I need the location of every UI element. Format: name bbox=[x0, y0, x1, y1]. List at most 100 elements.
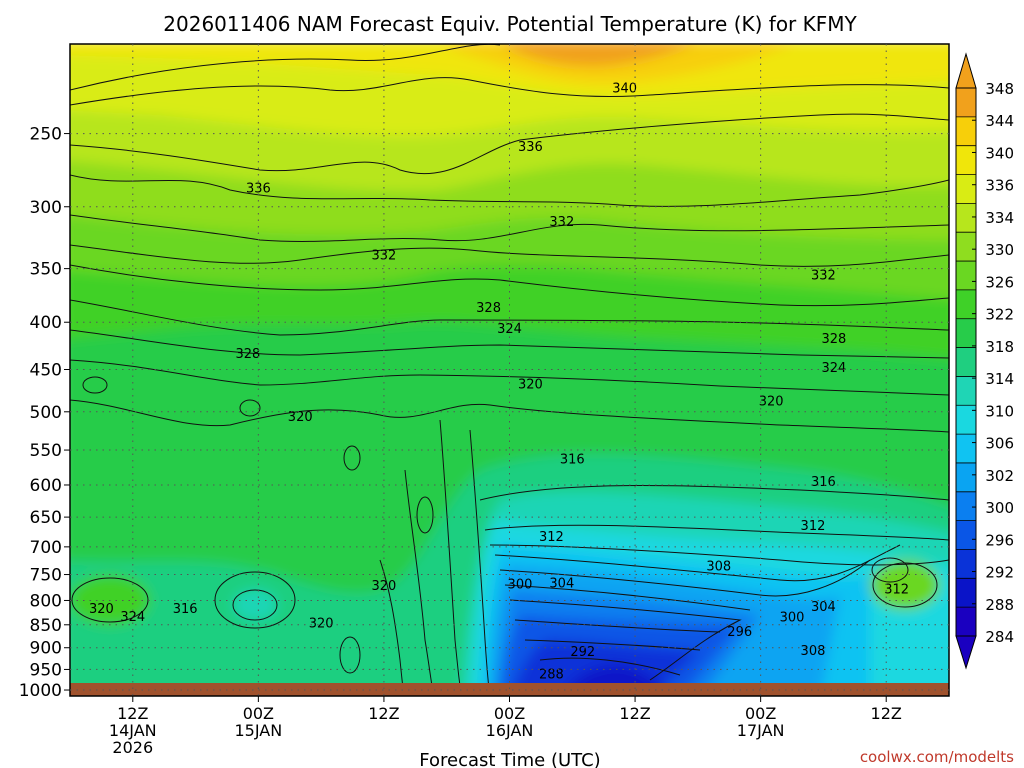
contour-cell bbox=[82, 376, 108, 394]
colorbar-swatch bbox=[956, 145, 976, 176]
y-tick-label: 1000 bbox=[19, 681, 62, 701]
x-tick-label: 2026 bbox=[112, 738, 153, 757]
shaded-field bbox=[70, 44, 949, 696]
contour-line bbox=[70, 399, 949, 433]
colorbar-swatch bbox=[956, 549, 976, 579]
contour-label: 336 bbox=[246, 182, 271, 197]
contour-label: 320 bbox=[309, 616, 334, 631]
y-tick-label: 900 bbox=[30, 639, 62, 659]
contour-label: 340 bbox=[612, 82, 637, 97]
contour-label: 328 bbox=[476, 301, 501, 316]
colorbar-frame bbox=[955, 87, 977, 637]
colorbar-label: 310 bbox=[985, 402, 1014, 420]
contour-cell bbox=[232, 589, 278, 621]
contour-label: 292 bbox=[570, 645, 595, 660]
colorbar-label: 340 bbox=[985, 144, 1014, 162]
x-tick-label: 14JAN bbox=[109, 721, 157, 740]
x-tick-label: 12Z bbox=[117, 704, 148, 723]
colorbar-label: 306 bbox=[985, 435, 1014, 453]
colorbar-swatch bbox=[956, 376, 976, 406]
colorbar-label: 336 bbox=[985, 177, 1014, 195]
contour-label: 296 bbox=[727, 625, 752, 640]
contour-labels: 340 336 336 332 332 332 328 324 328 328 324 320 320 3… bbox=[89, 82, 909, 683]
x-tick-label: 12Z bbox=[871, 704, 902, 723]
colorbar-label: 330 bbox=[985, 241, 1014, 259]
y-tick-label: 650 bbox=[30, 508, 62, 528]
contour-line bbox=[70, 77, 949, 106]
contour-label: 320 bbox=[288, 410, 313, 425]
field-cell-sw-cyan bbox=[233, 590, 277, 620]
credit-text: coolwx.com/modelts bbox=[860, 748, 1014, 766]
contour-label: 320 bbox=[89, 602, 114, 617]
colorbar-swatch bbox=[956, 405, 976, 435]
contour-label: 328 bbox=[235, 347, 260, 362]
colorbar-swatch bbox=[956, 174, 976, 204]
colorbar-label: 348 bbox=[985, 80, 1014, 98]
contour-cell bbox=[871, 557, 909, 583]
contour-line bbox=[70, 214, 949, 242]
y-axis: 250 300 350 400 450 500 550 600 650 700 750 800 850 9… bbox=[19, 125, 70, 701]
contour-label: 332 bbox=[811, 268, 836, 283]
contour-label: 320 bbox=[372, 579, 397, 594]
contour-label: 300 bbox=[780, 611, 805, 626]
y-tick-label: 350 bbox=[30, 260, 62, 280]
x-tick-label: 15JAN bbox=[234, 721, 282, 740]
y-tick-label: 550 bbox=[30, 441, 62, 461]
field-band-348 bbox=[505, 44, 692, 67]
gridlines bbox=[70, 44, 949, 696]
contour-line bbox=[504, 584, 751, 611]
colorbar-swatch bbox=[956, 318, 976, 349]
contour-cell bbox=[416, 496, 434, 534]
contour-line bbox=[70, 359, 949, 396]
x-tick-label: 17JAN bbox=[737, 721, 785, 740]
contour-label: 312 bbox=[539, 530, 564, 545]
contour-line bbox=[484, 524, 949, 541]
contour-label: 320 bbox=[518, 378, 543, 393]
colorbar-label: 322 bbox=[985, 306, 1014, 324]
contour-line bbox=[70, 244, 949, 267]
colorbar-label: 326 bbox=[985, 273, 1014, 291]
colorbar-swatch bbox=[956, 88, 976, 118]
contour-label: 312 bbox=[884, 583, 909, 598]
colorbar-swatch bbox=[956, 434, 976, 464]
colorbar-label: 314 bbox=[985, 370, 1014, 388]
colorbar-label: 288 bbox=[985, 596, 1014, 614]
contour-label: 320 bbox=[759, 394, 784, 409]
y-tick-label: 950 bbox=[30, 660, 62, 680]
x-tick-label: 16JAN bbox=[486, 721, 534, 740]
ground-terrain bbox=[70, 683, 949, 696]
contour-line bbox=[524, 639, 701, 651]
contour-label: 332 bbox=[549, 215, 574, 230]
contour-label: 332 bbox=[372, 249, 397, 264]
x-tick-label: 12Z bbox=[368, 704, 399, 723]
contour-line bbox=[469, 429, 491, 696]
contour-label: 308 bbox=[706, 559, 731, 574]
colorbar-swatch bbox=[956, 347, 976, 377]
chart-title: 2026011406 NAM Forecast Equiv. Potential… bbox=[163, 12, 857, 36]
colorbar-swatch bbox=[956, 491, 976, 522]
contour-label: 288 bbox=[539, 668, 564, 683]
contour-label: 324 bbox=[497, 322, 522, 337]
y-tick-label: 400 bbox=[30, 313, 62, 333]
x-tick-label: 00Z bbox=[243, 704, 274, 723]
contour-lines bbox=[70, 44, 949, 696]
colorbar-label: 284 bbox=[985, 628, 1014, 646]
colorbar-swatch bbox=[956, 578, 976, 608]
x-tick-label: 00Z bbox=[745, 704, 776, 723]
y-tick-label: 750 bbox=[30, 566, 62, 586]
contour-line bbox=[70, 299, 949, 336]
y-tick-label: 250 bbox=[30, 125, 62, 145]
contour-cell bbox=[239, 399, 261, 417]
colorbar-swatch bbox=[956, 261, 976, 291]
contour-label: 300 bbox=[508, 578, 533, 593]
colorbar-extend-min bbox=[955, 635, 977, 670]
contour-line bbox=[439, 419, 463, 696]
contour-label: 304 bbox=[549, 576, 574, 591]
y-tick-label: 500 bbox=[30, 403, 62, 423]
colorbar-label: 344 bbox=[985, 112, 1014, 130]
colorbar-swatch bbox=[956, 116, 976, 147]
y-tick-label: 800 bbox=[30, 591, 62, 611]
contour-cell bbox=[343, 445, 361, 471]
colorbar-extend-max bbox=[955, 52, 977, 89]
